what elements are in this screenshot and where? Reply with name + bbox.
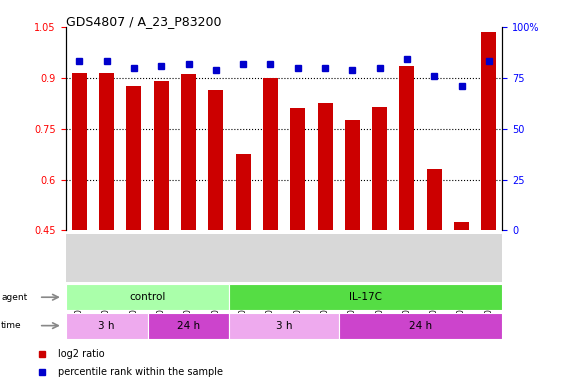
Text: time: time [1, 321, 22, 330]
Bar [290, 108, 305, 230]
Bar [230, 313, 339, 339]
Text: 3 h: 3 h [276, 321, 292, 331]
Bar [154, 81, 168, 230]
Text: 3 h: 3 h [98, 321, 115, 331]
Bar [66, 313, 147, 339]
Text: log2 ratio: log2 ratio [58, 349, 104, 359]
Text: 24 h: 24 h [409, 321, 432, 331]
Bar [400, 66, 415, 230]
Bar [236, 154, 251, 230]
Text: IL-17C: IL-17C [349, 292, 383, 302]
Bar [339, 313, 502, 339]
Bar [372, 107, 387, 230]
Text: GDS4807 / A_23_P83200: GDS4807 / A_23_P83200 [66, 15, 221, 28]
Bar [481, 32, 496, 230]
Text: 24 h: 24 h [177, 321, 200, 331]
Bar [345, 120, 360, 230]
Bar [427, 169, 442, 230]
Text: control: control [130, 292, 166, 302]
Text: agent: agent [1, 293, 27, 302]
Bar [317, 103, 332, 230]
Bar [230, 284, 502, 310]
Bar [454, 222, 469, 230]
Bar [263, 78, 278, 230]
Bar [208, 89, 223, 230]
Bar [72, 73, 87, 230]
Bar [147, 313, 230, 339]
Bar [99, 73, 114, 230]
Text: percentile rank within the sample: percentile rank within the sample [58, 367, 223, 377]
Bar [126, 86, 142, 230]
Bar [181, 74, 196, 230]
Bar [66, 284, 230, 310]
